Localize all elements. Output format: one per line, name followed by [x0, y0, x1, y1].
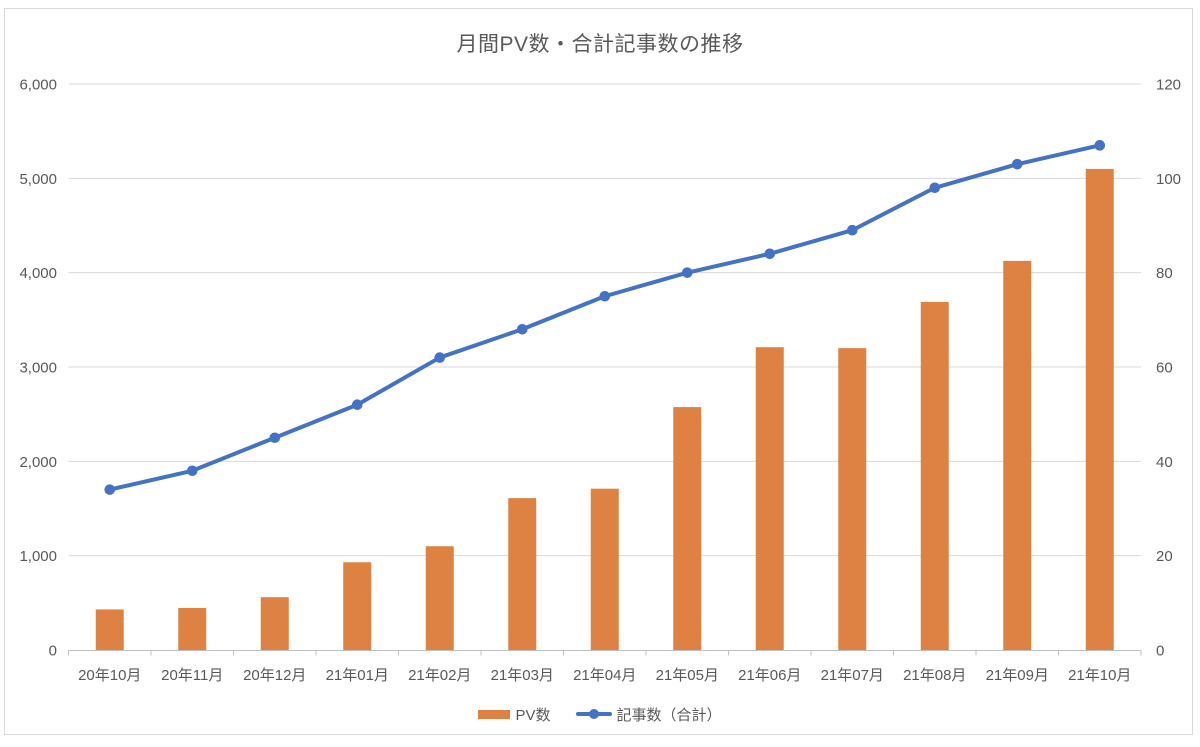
right-axis-tick-label: 80	[1156, 265, 1173, 282]
articles-point	[186, 465, 198, 477]
legend-item-articles: 記事数（合計）	[575, 704, 722, 725]
line-marker-icon	[588, 709, 599, 719]
articles-point	[104, 484, 116, 495]
pv-bar	[95, 609, 124, 650]
left-axis-tick-label: 0	[49, 643, 57, 660]
left-axis-tick-label: 5,000	[19, 171, 57, 188]
left-axis-tick-label: 3,000	[19, 360, 57, 377]
articles-point	[599, 290, 611, 302]
x-axis-category-label: 21年01月	[326, 667, 389, 684]
x-axis-category-label: 20年10月	[78, 667, 141, 684]
x-axis-category-label: 21年09月	[986, 667, 1049, 684]
x-axis-category-label: 21年04月	[573, 667, 636, 684]
articles-point	[846, 224, 858, 236]
pv-bar	[178, 608, 207, 650]
right-axis-tick-label: 60	[1156, 360, 1173, 377]
legend: PV数 記事数（合計）	[0, 701, 1200, 727]
x-axis-category-label: 21年08月	[903, 667, 966, 684]
right-axis-tick-label: 20	[1156, 548, 1173, 565]
articles-point	[764, 248, 776, 260]
left-axis-tick-label: 6,000	[19, 77, 57, 94]
x-axis-category-label: 21年06月	[738, 667, 801, 684]
pv-bar	[920, 301, 949, 650]
articles-point	[681, 267, 693, 278]
right-axis-tick-label: 0	[1156, 643, 1164, 660]
articles-point	[929, 182, 941, 194]
x-axis-category-label: 20年12月	[243, 667, 306, 684]
pv-bar	[343, 562, 372, 650]
articles-point	[351, 399, 363, 411]
left-axis-tick-label: 1,000	[19, 548, 57, 565]
x-axis-category-label: 20年11月	[161, 667, 223, 684]
right-axis-tick-label: 40	[1156, 454, 1173, 471]
articles-point	[434, 352, 446, 363]
articles-line-swatch-icon	[575, 708, 612, 720]
right-axis-tick-label: 120	[1156, 77, 1181, 94]
right-axis-tick-label: 100	[1156, 171, 1181, 188]
x-axis-category-label: 21年02月	[408, 667, 471, 684]
articles-point	[516, 323, 528, 335]
articles-point	[1011, 158, 1023, 170]
legend-item-pv: PV数	[478, 704, 551, 725]
articles-line	[107, 143, 1102, 492]
pv-bar	[590, 488, 619, 650]
pv-bar	[673, 407, 702, 650]
left-axis-tick-label: 4,000	[19, 265, 57, 282]
pv-bar	[755, 347, 784, 650]
pv-bar	[1003, 260, 1032, 650]
legend-pv-label: PV数	[515, 706, 551, 724]
x-axis-category-label: 21年10月	[1068, 667, 1131, 684]
left-axis-tick-label: 2,000	[19, 454, 57, 471]
pv-bar	[1085, 168, 1114, 650]
pv-bar	[425, 546, 454, 650]
legend-articles-label: 記事数（合計）	[616, 706, 722, 724]
x-axis-category-label: 21年05月	[656, 667, 719, 684]
articles-point	[269, 432, 281, 444]
pv-bar	[838, 348, 867, 650]
pv-bar	[508, 498, 537, 650]
pv-bar	[260, 597, 289, 650]
x-axis-category-label: 21年07月	[821, 667, 884, 684]
pv-bar-swatch-icon	[478, 709, 511, 719]
x-axis-category-label: 21年03月	[491, 667, 554, 684]
articles-point	[1094, 140, 1106, 151]
chart-title: 月間PV数・合計記事数の推移	[456, 33, 744, 56]
